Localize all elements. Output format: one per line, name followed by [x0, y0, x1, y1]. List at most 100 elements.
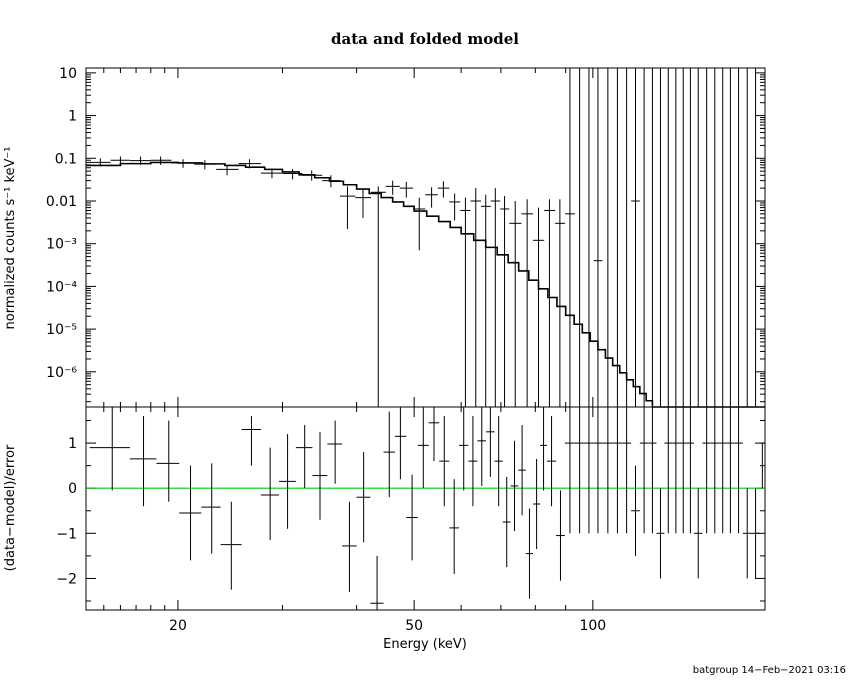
residual-point: [631, 465, 640, 556]
data-point: [437, 181, 450, 198]
data-point: [702, 68, 711, 408]
data-point: [194, 160, 217, 170]
bottom-panel: 20 50 100 1 0 −1 −2: [56, 406, 766, 634]
residual-point: [477, 407, 487, 486]
data-point: [693, 68, 703, 408]
data-point: [355, 189, 372, 218]
data-point: [110, 156, 130, 165]
data-point: [710, 68, 719, 408]
residual-point: [370, 555, 384, 610]
bottom-y-tick-label: 1: [68, 436, 77, 452]
model-step-path: [86, 161, 765, 408]
residual-point: [502, 476, 511, 568]
bottom-y-axis-label: (data−model)/error: [3, 444, 18, 571]
residual-point: [356, 452, 371, 543]
residual-point: [710, 407, 719, 534]
data-point: [686, 68, 694, 408]
residual-point: [241, 416, 261, 466]
residual-point: [718, 407, 727, 534]
data-point: [509, 200, 522, 407]
data-point: [602, 68, 613, 408]
residual-point: [702, 407, 711, 534]
top-y-axis-label: normalized counts s⁻¹ keV⁻¹: [3, 147, 18, 330]
top-y-tick-label: 10⁻³: [46, 237, 77, 253]
top-y-tick-label: 10⁻⁴: [46, 279, 77, 295]
residual-point: [486, 407, 495, 477]
data-point: [718, 68, 727, 408]
data-point: [656, 68, 665, 408]
data-point: [470, 188, 481, 407]
x-tick-label: 20: [169, 618, 187, 634]
residual-point: [494, 416, 503, 507]
residual-point: [468, 416, 478, 507]
top-y-tick-label: 1: [68, 109, 77, 125]
data-point: [612, 68, 623, 408]
data-point: [129, 156, 151, 165]
data-point: [555, 199, 566, 407]
residual-point: [639, 407, 649, 534]
residual-point: [622, 407, 632, 534]
residual-point: [693, 488, 703, 579]
data-point: [460, 197, 471, 407]
residual-point: [726, 407, 735, 534]
data-point: [726, 68, 735, 408]
top-y-tick-label: 10: [59, 66, 77, 82]
residual-point: [593, 407, 603, 534]
data-point: [283, 169, 303, 180]
residual-point: [734, 407, 743, 534]
data-point: [339, 186, 356, 230]
top-y-tick-label: 10⁻⁶: [46, 365, 77, 381]
top-y-tick-label: 10⁻⁵: [46, 322, 77, 338]
residual-point: [383, 411, 395, 498]
data-point: [216, 164, 239, 176]
data-point: [385, 180, 400, 195]
footer-credit: batgroup 14−Feb−2021 03:16: [693, 665, 846, 676]
residual-point: [672, 407, 680, 534]
residual-point: [179, 465, 202, 561]
chart-title: data and folded model: [331, 30, 519, 48]
residual-point: [648, 407, 657, 534]
data-point: [322, 175, 340, 188]
residual-point: [428, 407, 440, 462]
data-point: [399, 181, 414, 198]
top-data-points: [89, 68, 760, 408]
residual-point: [342, 501, 357, 592]
data-point: [238, 159, 261, 169]
data-point: [449, 193, 461, 221]
x-tick-label: 100: [579, 618, 606, 634]
bottom-y-tick-label: 0: [68, 481, 77, 497]
residual-point: [260, 447, 280, 541]
data-point: [260, 168, 284, 179]
data-point: [150, 156, 172, 165]
residual-point: [546, 416, 557, 507]
residual-point: [406, 474, 418, 561]
data-point: [622, 68, 632, 408]
data-point: [751, 68, 760, 408]
residual-point: [686, 407, 694, 534]
data-point: [734, 68, 743, 408]
residual-point: [540, 407, 547, 491]
data-point: [89, 158, 111, 167]
data-point: [631, 68, 640, 407]
data-point: [533, 207, 545, 407]
data-point: [679, 68, 687, 408]
top-y-tick-label: 0.01: [46, 194, 77, 210]
top-model-line: [86, 161, 765, 408]
residual-point: [220, 501, 242, 590]
residual-point: [584, 407, 594, 534]
residual-point: [327, 420, 343, 484]
residual-point: [156, 420, 180, 502]
data-point: [425, 187, 438, 208]
data-point: [639, 68, 649, 408]
residual-point: [533, 458, 541, 550]
data-point: [302, 170, 323, 181]
top-y-tick-label: 0.1: [55, 151, 77, 167]
residual-point: [439, 416, 450, 507]
data-point: [565, 68, 575, 407]
residual-points: [89, 407, 765, 610]
residual-point: [679, 407, 687, 534]
data-point: [500, 196, 510, 407]
data-point: [672, 68, 680, 408]
residual-point: [751, 488, 760, 579]
residual-point: [759, 442, 765, 489]
